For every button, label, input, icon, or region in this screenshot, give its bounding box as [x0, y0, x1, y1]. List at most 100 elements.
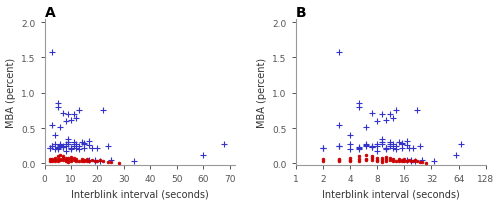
Point: [373, 159, 381, 162]
Point: [67, 159, 75, 162]
Point: [354, 155, 362, 158]
Point: [48, 123, 56, 127]
Point: [75, 148, 83, 151]
Point: [56, 144, 64, 147]
Point: [416, 145, 424, 148]
Point: [72, 160, 80, 163]
Point: [54, 159, 62, 162]
Point: [392, 145, 400, 148]
Point: [59, 156, 67, 160]
Point: [346, 134, 354, 137]
Point: [392, 159, 400, 162]
Point: [62, 156, 70, 160]
Point: [56, 154, 64, 157]
Point: [430, 159, 438, 162]
Point: [334, 51, 342, 54]
Point: [94, 159, 102, 162]
Point: [418, 159, 426, 162]
Point: [395, 159, 403, 162]
Point: [368, 155, 376, 158]
Point: [72, 117, 80, 120]
Point: [106, 161, 114, 164]
Point: [59, 144, 67, 148]
Point: [64, 143, 72, 146]
Point: [48, 160, 56, 163]
Point: [346, 156, 354, 160]
Point: [48, 159, 56, 162]
Point: [378, 161, 386, 164]
Point: [386, 159, 394, 162]
Point: [62, 120, 70, 123]
Point: [354, 146, 362, 150]
Point: [354, 158, 362, 161]
Point: [70, 113, 78, 116]
Point: [362, 142, 370, 146]
Point: [418, 161, 426, 164]
Point: [398, 159, 406, 162]
Point: [98, 109, 106, 113]
Point: [104, 161, 112, 164]
Point: [80, 159, 88, 162]
Text: A: A: [44, 6, 56, 19]
Point: [407, 160, 415, 163]
Point: [382, 158, 390, 161]
Point: [62, 143, 70, 146]
Point: [354, 159, 362, 162]
Point: [398, 142, 406, 145]
Point: [48, 157, 56, 160]
Point: [98, 160, 106, 163]
Point: [70, 141, 78, 144]
Point: [373, 144, 381, 148]
Point: [51, 142, 59, 146]
Point: [70, 159, 78, 162]
Point: [386, 143, 394, 146]
Point: [75, 145, 83, 148]
Point: [67, 118, 75, 122]
Point: [398, 143, 406, 146]
Point: [373, 160, 381, 163]
Point: [368, 146, 376, 149]
Point: [70, 144, 78, 148]
Point: [378, 156, 386, 160]
Point: [386, 156, 394, 160]
Point: [382, 156, 390, 159]
Point: [86, 159, 94, 162]
Point: [457, 143, 465, 146]
Point: [362, 144, 370, 147]
Point: [389, 158, 397, 161]
Point: [54, 155, 62, 158]
Point: [59, 146, 67, 149]
Point: [346, 142, 354, 146]
Point: [386, 144, 394, 148]
Point: [56, 145, 64, 148]
Point: [80, 160, 88, 163]
Point: [334, 159, 342, 162]
Point: [51, 147, 59, 151]
Point: [64, 113, 72, 116]
Point: [382, 159, 390, 162]
Point: [64, 161, 72, 164]
Point: [392, 109, 400, 113]
Point: [402, 159, 410, 162]
Point: [78, 141, 86, 144]
Point: [54, 106, 62, 109]
Point: [59, 146, 67, 149]
Point: [354, 102, 362, 105]
Point: [422, 161, 430, 165]
Point: [62, 149, 70, 153]
Point: [86, 140, 94, 143]
X-axis label: Interblink interval (seconds): Interblink interval (seconds): [71, 188, 208, 198]
Point: [75, 109, 83, 113]
Point: [114, 161, 122, 165]
Point: [382, 118, 390, 122]
Point: [346, 159, 354, 162]
Point: [378, 159, 386, 162]
Point: [54, 147, 62, 151]
Point: [386, 141, 394, 144]
Point: [346, 159, 354, 162]
Point: [46, 146, 54, 150]
Point: [400, 159, 408, 162]
Point: [382, 147, 390, 151]
Point: [88, 159, 96, 162]
Point: [46, 159, 54, 162]
